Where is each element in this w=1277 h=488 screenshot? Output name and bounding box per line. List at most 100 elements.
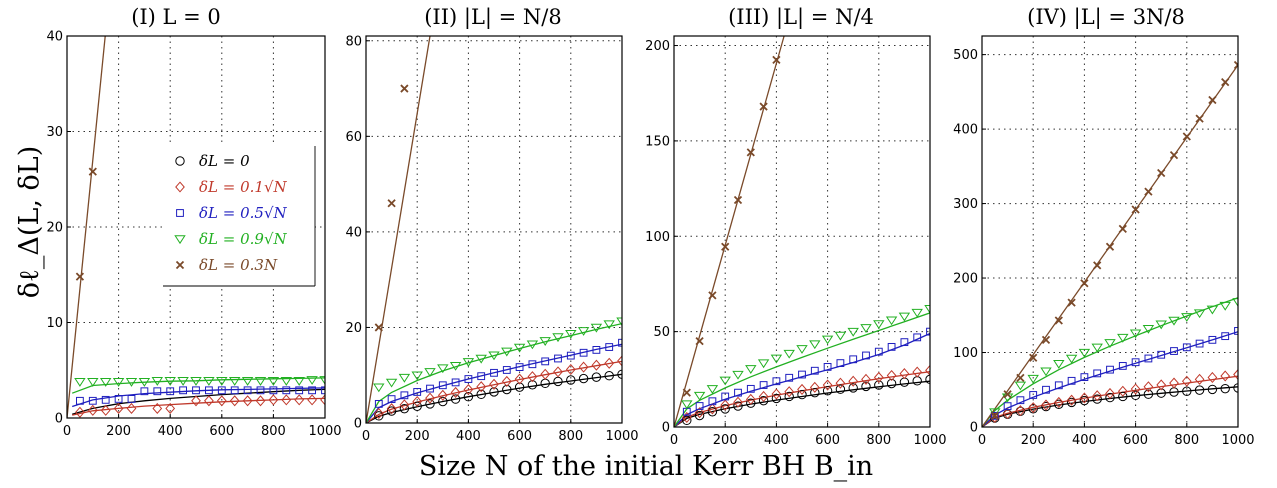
data-point-dL01: [527, 371, 538, 383]
data-point-dL01: [87, 404, 98, 416]
data-point-dL0: [1079, 395, 1090, 406]
panel-3: 0 200 400 600 800 1000 0 50 100 150 200 (III) |L| =…: [645, 5, 946, 448]
y-tick-label: 10: [46, 316, 63, 331]
data-point-dL01: [268, 394, 279, 406]
data-point-dL05: [810, 366, 819, 375]
x-tick-label: 600: [1123, 433, 1148, 448]
data-point-dL09: [87, 378, 99, 387]
data-point-dL09: [796, 345, 808, 354]
data-point-dL05: [502, 366, 511, 374]
data-point-dL03N: [1169, 151, 1179, 160]
data-point-dL0: [425, 399, 435, 409]
data-point-dL03N: [682, 388, 691, 397]
data-point-dL0: [1156, 388, 1166, 398]
data-point-dL05: [1093, 369, 1102, 378]
y-tick-label: 500: [953, 48, 978, 63]
x-tick-label: 1000: [308, 424, 341, 439]
y-tick-label: 300: [953, 197, 978, 212]
x-tick-label: 400: [764, 433, 789, 448]
data-point-dL03N: [990, 411, 999, 420]
y-tick-label: 200: [953, 272, 978, 287]
data-point-dL03N: [1233, 60, 1238, 70]
data-point-dL0: [527, 380, 538, 390]
data-point-dL09: [1014, 381, 1027, 391]
data-point-dL09: [488, 351, 500, 361]
data-point-dL05: [836, 359, 845, 368]
fit-line-dL03N: [366, 36, 431, 423]
data-point-dL05: [321, 386, 325, 395]
data-point-dL05: [413, 388, 422, 396]
data-point-dL09: [719, 376, 731, 386]
x-tick-label: 600: [815, 433, 840, 448]
data-point-dL01: [694, 407, 705, 419]
data-point-dL05: [515, 363, 524, 372]
data-point-dL01: [861, 373, 871, 385]
data-point-dL0: [1105, 392, 1115, 403]
panel-title: (II) |L| = N/8: [424, 5, 562, 30]
data-point-dL09: [373, 383, 385, 393]
data-point-dL05: [772, 377, 781, 386]
data-point-dL09: [203, 377, 215, 386]
data-point-dL09: [1219, 301, 1231, 311]
data-point-dL09: [552, 333, 564, 343]
data-point-dL09: [125, 378, 138, 387]
data-point-dL09: [898, 312, 911, 322]
y-tick-label: 200: [645, 39, 670, 54]
data-point-dL03N: [75, 272, 85, 281]
data-point-dL03N: [1067, 298, 1076, 307]
data-point-dL01: [591, 359, 602, 371]
data-point-dL03N: [1041, 335, 1051, 344]
y-tick-label: 40: [46, 30, 63, 45]
data-point-dL05: [579, 348, 588, 357]
data-point-dL09: [1104, 339, 1116, 348]
data-point-dL01: [848, 375, 859, 387]
data-point-dL09: [1232, 298, 1238, 307]
data-point-dL01: [320, 394, 325, 406]
data-point-dL03N: [1195, 114, 1204, 123]
data-point-dL05: [477, 372, 486, 381]
data-point-dL0: [758, 395, 769, 406]
data-point-dL0: [682, 415, 692, 426]
data-point-dL01: [489, 378, 499, 390]
data-point-dL05: [295, 386, 304, 395]
legend-marker-dL01: [175, 181, 185, 193]
data-point-dL01: [1002, 408, 1013, 420]
data-point-dL05: [88, 396, 97, 405]
y-tick-label: 400: [953, 123, 978, 138]
data-point-dL0: [1182, 386, 1192, 396]
data-point-dL09: [911, 308, 923, 318]
data-point-dL09: [138, 378, 151, 387]
data-point-dL09: [1206, 305, 1219, 315]
legend-marker-dL0: [175, 156, 185, 166]
data-point-dL05: [913, 333, 922, 342]
data-point-dL09: [424, 368, 436, 377]
fit-line-dL09: [366, 322, 622, 423]
data-point-dL03N: [1221, 78, 1230, 87]
data-point-dL01: [204, 395, 214, 407]
y-tick-label: 50: [653, 325, 670, 340]
data-point-dL05: [1106, 365, 1114, 374]
data-point-dL09: [603, 320, 615, 330]
data-point-dL01: [771, 388, 782, 400]
data-point-dL03N: [1105, 242, 1115, 251]
legend: δL = 0 δL = 0.1√N δL = 0.5√N δL = 0.9√N δL =…: [163, 146, 316, 287]
data-point-dL09: [693, 391, 706, 401]
data-point-dL05: [721, 392, 730, 401]
data-point-dL05: [464, 375, 473, 383]
data-point-dL0: [720, 404, 730, 414]
data-point-dL05: [1042, 385, 1050, 394]
panel-4: 0 200 400 600 800 1000 0 100 200 300 400 500 (IV) |L…: [953, 5, 1254, 448]
grid: [982, 36, 1238, 427]
data-point-dL05: [1016, 396, 1025, 405]
data-point-dL03N: [1029, 353, 1038, 362]
data-point-dL01: [476, 381, 487, 393]
data-point-dL05: [862, 351, 870, 360]
series-layer: [674, 36, 930, 427]
data-point-dL09: [449, 361, 462, 371]
data-point-dL09: [228, 377, 241, 386]
x-tick-label: 0: [670, 433, 678, 448]
data-point-dL09: [590, 323, 603, 333]
data-point-dL03N: [400, 84, 409, 93]
data-point-dL05: [746, 384, 755, 393]
